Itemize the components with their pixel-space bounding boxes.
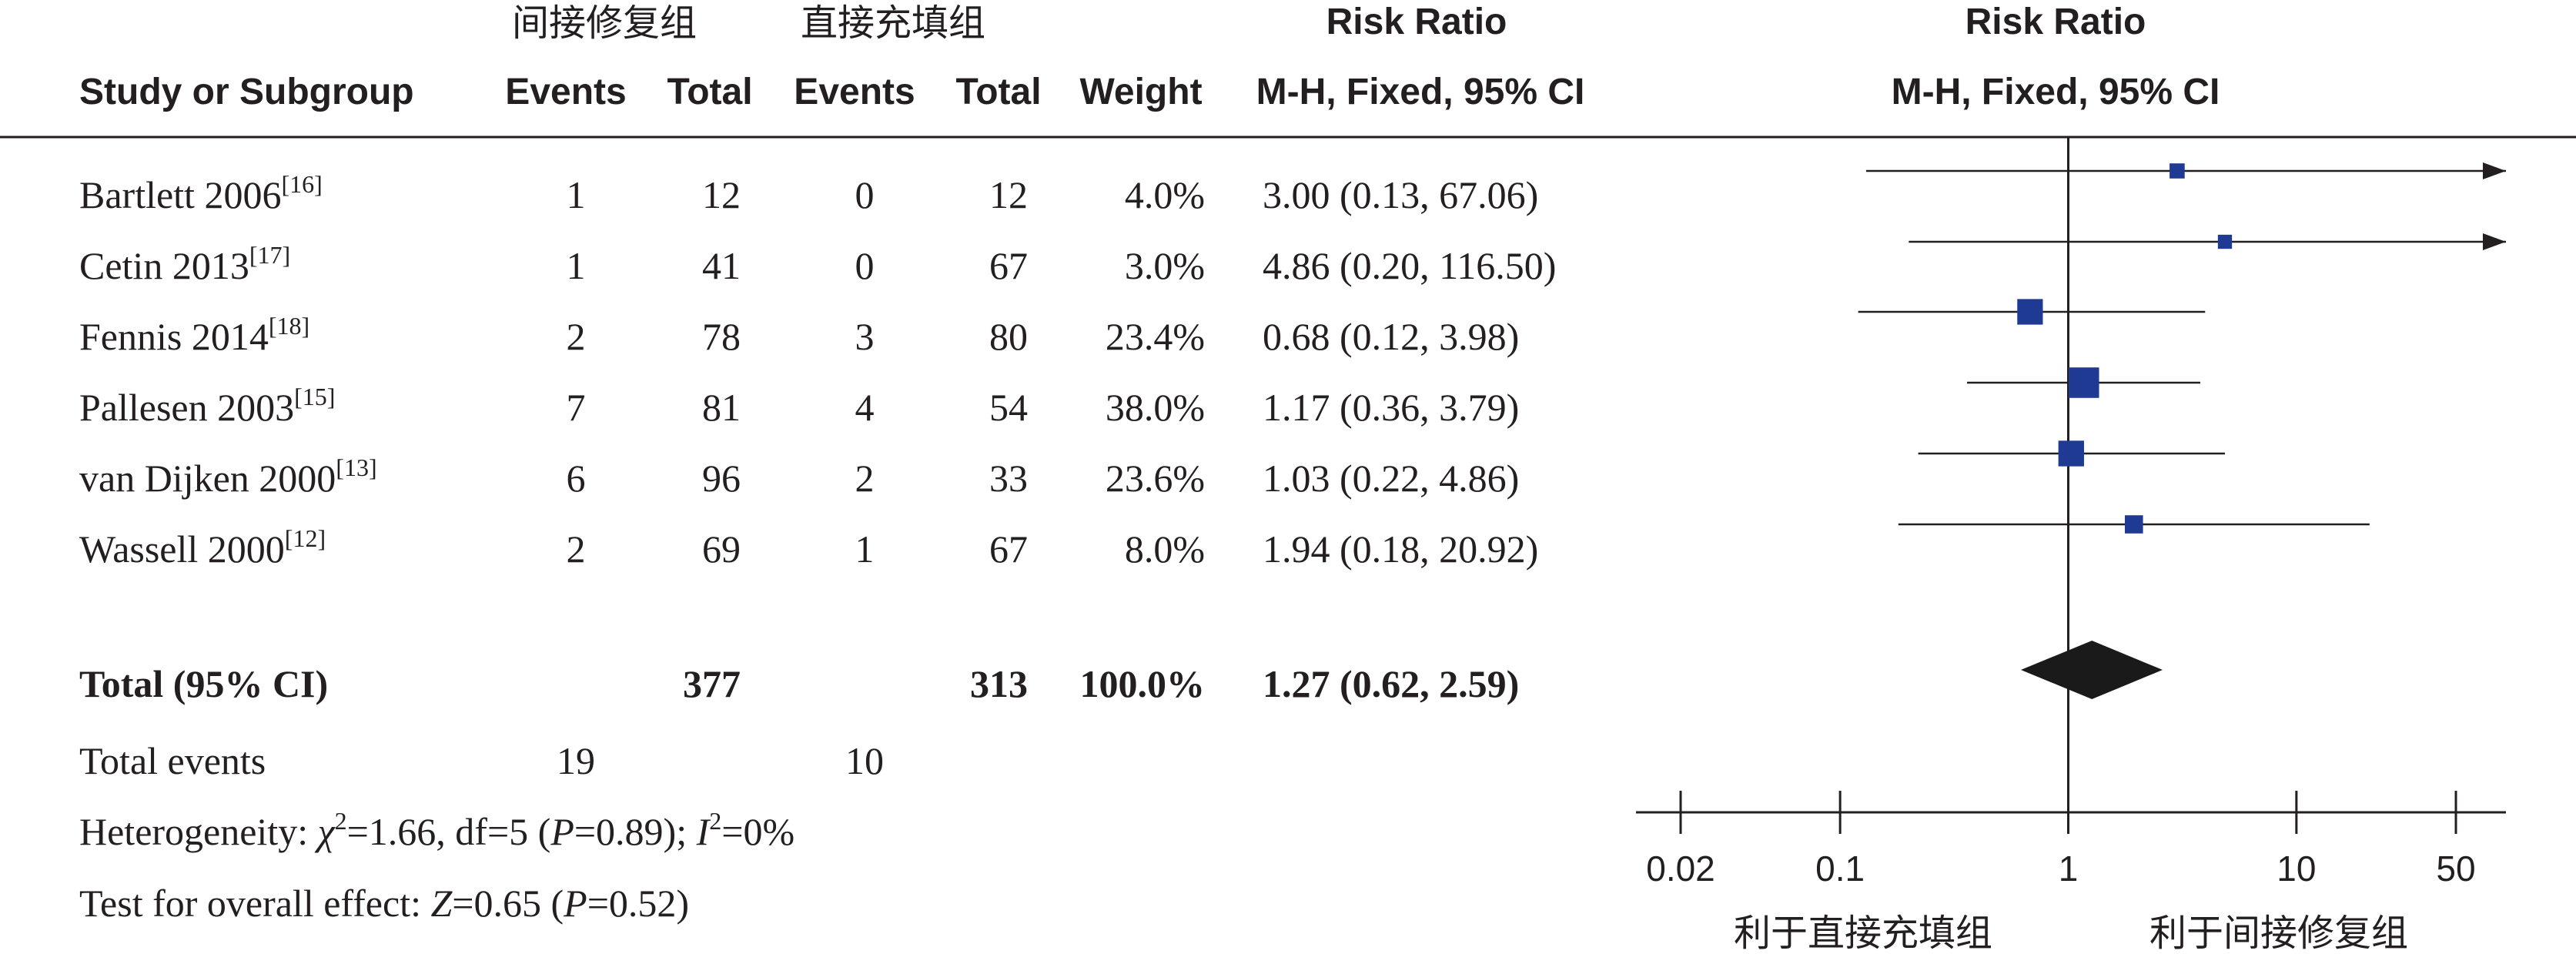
total-rr-ci: 1.27 (0.62, 2.59) [1263, 662, 1519, 705]
study-name: Cetin 2013[17] [79, 241, 290, 287]
x-tick-label: 50 [2436, 849, 2475, 889]
heterogeneity-stats: Heterogeneity: χ2=1.66, df=5 (P=0.89); I… [79, 807, 795, 853]
weight-value: 23.6% [1106, 457, 1205, 500]
x-tick-label: 1 [2059, 849, 2079, 889]
total-ctrl-sum: 313 [970, 662, 1028, 705]
total-exp: 78 [702, 315, 741, 358]
total-ctrl: 67 [989, 244, 1028, 287]
ci-arrow [2483, 162, 2506, 179]
rr-ci-value: 0.68 (0.12, 3.98) [1263, 315, 1519, 358]
rr-title-header: Risk Ratio [1326, 2, 1507, 42]
events-exp: 6 [567, 457, 586, 500]
study-name: Bartlett 2006[16] [79, 170, 323, 216]
total-exp: 81 [702, 386, 741, 429]
rr-ci-value: 4.86 (0.20, 116.50) [1263, 244, 1556, 287]
effect-square [2170, 163, 2185, 179]
study-row: Bartlett 2006[16] 1 12 0 12 4.0% 3.00 (0… [79, 170, 1538, 216]
events-exp: 2 [567, 315, 586, 358]
weight-header: Weight [1079, 72, 1202, 112]
events-ctrl: 0 [855, 244, 875, 287]
study-name: Pallesen 2003[15] [79, 383, 335, 429]
events-ctrl: 0 [855, 173, 875, 216]
study-column-header: Study or Subgroup [79, 72, 414, 112]
x-tick-label: 0.1 [1815, 849, 1865, 889]
total-ctrl-header: Total [955, 72, 1041, 112]
study-row: Wassell 2000[12] 2 69 1 67 8.0% 1.94 (0.… [79, 524, 1538, 571]
total-ctrl: 54 [989, 386, 1028, 429]
total-label: Total (95% CI) [79, 662, 328, 705]
total-exp: 12 [702, 173, 741, 216]
rr-ci-value: 1.94 (0.18, 20.92) [1263, 527, 1538, 571]
study-name: Fennis 2014[18] [79, 312, 309, 358]
total-exp-sum: 377 [683, 662, 741, 705]
favors-right-label: 利于间接修复组 [2149, 912, 2408, 954]
x-tick-label: 10 [2277, 849, 2316, 889]
plot-area: 0.02 0.1 1 10 50 [1636, 137, 2506, 889]
group-experimental-header: 间接修复组 [512, 2, 697, 45]
ci-arrow [2483, 233, 2506, 250]
total-events-ctrl: 10 [845, 739, 884, 782]
events-exp: 1 [567, 244, 586, 287]
favors-left-label: 利于直接充填组 [1734, 912, 1992, 954]
pooled-diamond [2020, 641, 2163, 699]
events-ctrl-header: Events [794, 72, 915, 112]
weight-value: 4.0% [1125, 173, 1205, 216]
study-row: Pallesen 2003[15] 7 81 4 54 38.0% 1.17 (… [79, 383, 1519, 429]
events-exp: 7 [567, 386, 586, 429]
total-ctrl: 67 [989, 527, 1028, 571]
study-name: van Dijken 2000[13] [79, 454, 377, 500]
study-row: Cetin 2013[17] 1 41 0 67 3.0% 4.86 (0.20… [79, 241, 1556, 287]
study-name: Wassell 2000[12] [79, 524, 326, 571]
total-row: Total (95% CI) 377 313 100.0% 1.27 (0.62… [79, 662, 1519, 705]
total-events-label: Total events [79, 739, 266, 782]
events-ctrl: 4 [855, 386, 875, 429]
total-ctrl: 12 [989, 173, 1028, 216]
effect-square [2068, 367, 2099, 398]
total-exp: 96 [702, 457, 741, 500]
total-weight: 100.0% [1080, 662, 1206, 705]
overall-effect-stats: Test for overall effect: Z=0.65 (P=0.52) [79, 882, 689, 925]
events-ctrl: 3 [855, 315, 875, 358]
study-row: Fennis 2014[18] 2 78 3 80 23.4% 0.68 (0.… [79, 312, 1519, 358]
total-events-exp: 19 [557, 739, 595, 782]
effect-square [2017, 299, 2043, 325]
effect-square [2217, 234, 2233, 249]
x-tick-label: 0.02 [1646, 849, 1715, 889]
plot-method-header: M-H, Fixed, 95% CI [1892, 72, 2220, 112]
total-ctrl: 80 [989, 315, 1028, 358]
effect-square [2125, 515, 2143, 534]
total-exp-header: Total [667, 72, 752, 112]
total-exp: 69 [702, 527, 741, 571]
study-row: van Dijken 2000[13] 6 96 2 33 23.6% 1.03… [79, 454, 1519, 500]
plot-title-header: Risk Ratio [1965, 2, 2146, 42]
weight-value: 23.4% [1106, 315, 1205, 358]
total-ctrl: 33 [989, 457, 1028, 500]
weight-value: 8.0% [1125, 527, 1205, 571]
events-exp: 2 [567, 527, 586, 571]
rr-ci-value: 3.00 (0.13, 67.06) [1263, 173, 1538, 216]
rr-ci-value: 1.03 (0.22, 4.86) [1263, 457, 1519, 500]
rr-method-header: M-H, Fixed, 95% CI [1256, 72, 1585, 112]
rr-ci-value: 1.17 (0.36, 3.79) [1263, 386, 1519, 429]
events-exp: 1 [567, 173, 586, 216]
weight-value: 38.0% [1106, 386, 1205, 429]
group-control-header: 直接充填组 [801, 2, 985, 45]
events-exp-header: Events [505, 72, 626, 112]
weight-value: 3.0% [1125, 244, 1205, 287]
effect-square [2058, 440, 2084, 467]
events-ctrl: 2 [855, 457, 875, 500]
events-ctrl: 1 [855, 527, 875, 571]
total-exp: 41 [702, 244, 741, 287]
